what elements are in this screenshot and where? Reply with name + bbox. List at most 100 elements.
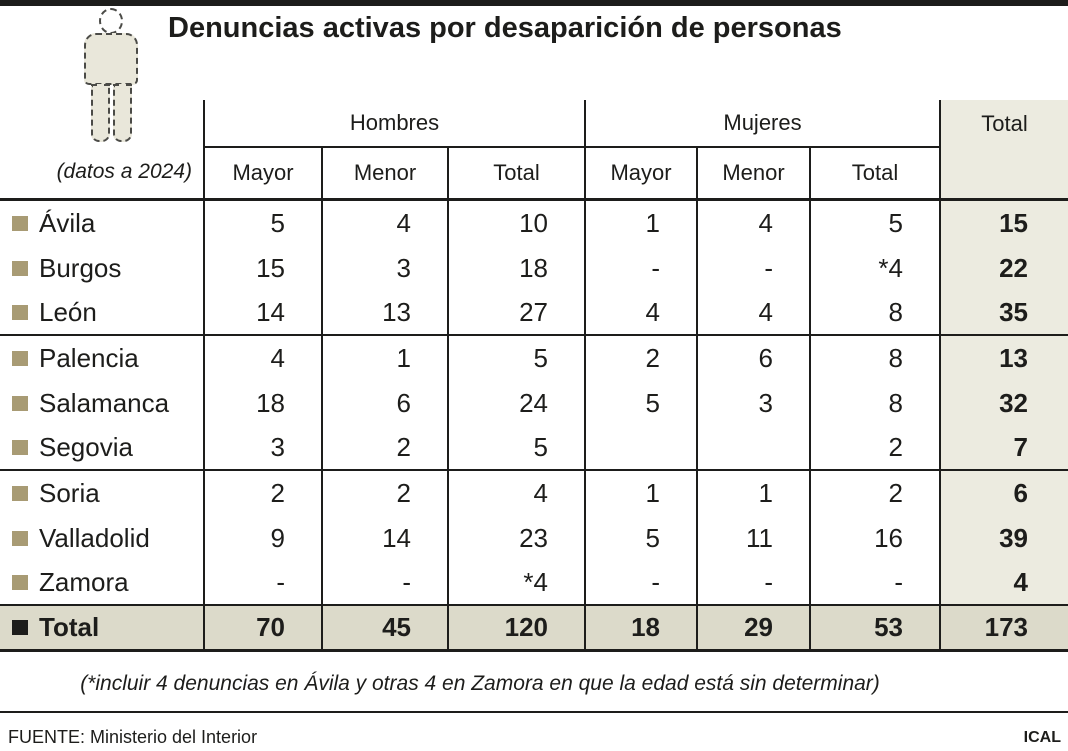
- sub-header-hombres-mayor: Mayor: [203, 148, 321, 198]
- table-row-segovia: Segovia 3 2 5 2 7: [0, 426, 1068, 471]
- table-cell: -: [696, 246, 809, 291]
- row-label: León: [39, 297, 97, 327]
- table-cell: -: [321, 561, 447, 604]
- person-torso-icon: [84, 33, 138, 85]
- table-cell: 5: [584, 516, 696, 561]
- table-cell: 3: [203, 426, 321, 469]
- row-label: Burgos: [39, 253, 122, 283]
- row-bullet-icon: [12, 305, 28, 320]
- row-label: Salamanca: [39, 388, 170, 418]
- table-cell: 4: [696, 201, 809, 246]
- table-cell: 120: [447, 606, 584, 649]
- page-title: Denuncias activas por desaparición de pe…: [168, 12, 842, 44]
- top-bar: [0, 0, 1068, 6]
- sub-header-mujeres-menor: Menor: [696, 148, 809, 198]
- row-label: Ávila: [39, 208, 96, 238]
- table-cell: [696, 426, 809, 469]
- table-cell: 14: [321, 516, 447, 561]
- row-label: Valladolid: [39, 523, 150, 553]
- table-cell: 1: [696, 471, 809, 516]
- table-cell: 1: [584, 471, 696, 516]
- table-row-palencia: Palencia 4 1 5 2 6 8 13: [0, 336, 1068, 381]
- table-cell: 1: [321, 336, 447, 381]
- table-cell: -: [584, 246, 696, 291]
- table-cell: 2: [321, 426, 447, 469]
- group-header-total: Total: [939, 100, 1068, 148]
- table-cell: 23: [447, 516, 584, 561]
- table-cell: -: [584, 561, 696, 604]
- table-cell: 45: [321, 606, 447, 649]
- table-cell: 15: [203, 246, 321, 291]
- table-cell-grand-total: 173: [939, 606, 1068, 649]
- row-bullet-icon: [12, 531, 28, 546]
- table-cell: 18: [447, 246, 584, 291]
- table-row-soria: Soria 2 2 4 1 1 2 6: [0, 471, 1068, 516]
- table-cell: 8: [809, 381, 939, 426]
- table-cell: 11: [696, 516, 809, 561]
- table-sub-header-row: Mayor Menor Total Mayor Menor Total: [0, 148, 1068, 198]
- sub-header-mujeres-mayor: Mayor: [584, 148, 696, 198]
- source-credit: FUENTE: Ministerio del Interior: [8, 727, 258, 747]
- table-cell-total: 4: [939, 561, 1068, 604]
- table-row-leon: León 14 13 27 4 4 8 35: [0, 291, 1068, 336]
- row-bullet-icon: [12, 486, 28, 501]
- table-cell: *4: [809, 246, 939, 291]
- table-row-valladolid: Valladolid 9 14 23 5 11 16 39: [0, 516, 1068, 561]
- group-header-hombres: Hombres: [203, 100, 584, 148]
- header-divider: [0, 198, 1068, 201]
- table-cell: 24: [447, 381, 584, 426]
- row-bullet-icon: [12, 261, 28, 276]
- table-cell: 4: [696, 291, 809, 334]
- table-cell: 9: [203, 516, 321, 561]
- table-cell-total: 7: [939, 426, 1068, 469]
- row-bullet-icon: [12, 216, 28, 231]
- data-year-note: (datos a 2024): [56, 160, 192, 183]
- table-cell: 5: [447, 426, 584, 469]
- sub-header-hombres-menor: Menor: [321, 148, 447, 198]
- table-cell: 14: [203, 291, 321, 334]
- table-cell-total: 22: [939, 246, 1068, 291]
- total-row-bullet-icon: [12, 620, 28, 635]
- row-label: Palencia: [39, 343, 139, 373]
- table-cell: *4: [447, 561, 584, 604]
- footnote: (*incluir 4 denuncias en Ávila y otras 4…: [80, 672, 880, 695]
- table-cell: 13: [321, 291, 447, 334]
- table-cell: [584, 426, 696, 469]
- table-cell: 16: [809, 516, 939, 561]
- table-cell-total: 6: [939, 471, 1068, 516]
- table-cell: 8: [809, 336, 939, 381]
- table-cell: 5: [584, 381, 696, 426]
- table-cell: 4: [203, 336, 321, 381]
- table-cell: 53: [809, 606, 939, 649]
- table-cell: 10: [447, 201, 584, 246]
- row-label: Segovia: [39, 432, 133, 462]
- table-cell: 5: [447, 336, 584, 381]
- table-row-total: Total 70 45 120 18 29 53 173: [0, 606, 1068, 652]
- total-row-label: Total: [39, 612, 100, 642]
- table-row-burgos: Burgos 15 3 18 - - *4 22: [0, 246, 1068, 291]
- table-cell: 2: [584, 336, 696, 381]
- table-cell: 2: [809, 426, 939, 469]
- header-spacer: [0, 100, 203, 148]
- table-cell-total: 39: [939, 516, 1068, 561]
- row-bullet-icon: [12, 351, 28, 366]
- table-cell-total: 15: [939, 201, 1068, 246]
- table-row-zamora: Zamora - - *4 - - - 4: [0, 561, 1068, 606]
- table-cell: 29: [696, 606, 809, 649]
- table-cell: 18: [584, 606, 696, 649]
- table-cell: -: [696, 561, 809, 604]
- row-label: Zamora: [39, 567, 129, 597]
- person-legs-icon: [80, 84, 142, 142]
- row-bullet-icon: [12, 396, 28, 411]
- table-cell: 2: [321, 471, 447, 516]
- row-bullet-icon: [12, 575, 28, 590]
- table-cell: 6: [321, 381, 447, 426]
- footer-divider: [0, 711, 1068, 713]
- sub-header-mujeres-total: Total: [809, 148, 939, 198]
- table-cell: 2: [809, 471, 939, 516]
- table-cell: 1: [584, 201, 696, 246]
- table-row-avila: Ávila 5 4 10 1 4 5 15: [0, 201, 1068, 246]
- header-spacer: [0, 148, 203, 198]
- table-cell: 3: [696, 381, 809, 426]
- table-cell: 5: [809, 201, 939, 246]
